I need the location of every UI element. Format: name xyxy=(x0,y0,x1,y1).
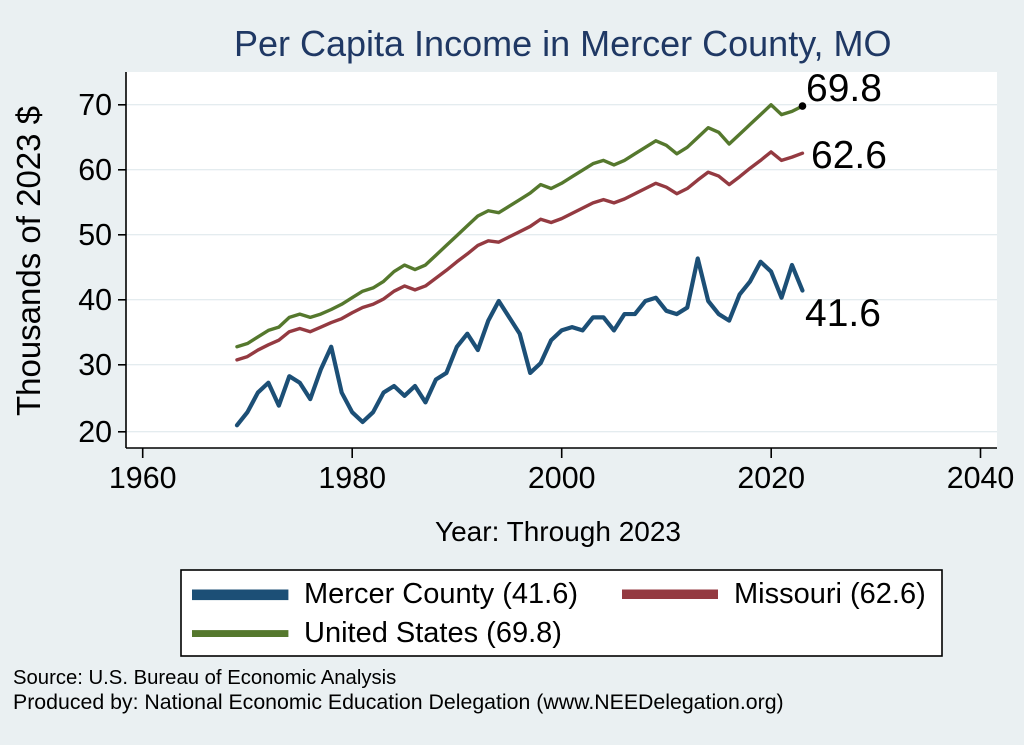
svg-text:Mercer County (41.6): Mercer County (41.6) xyxy=(304,578,578,610)
svg-text:20: 20 xyxy=(78,415,112,449)
svg-text:2000: 2000 xyxy=(528,461,596,495)
svg-text:1960: 1960 xyxy=(109,461,177,495)
svg-text:Year: Through 2023: Year: Through 2023 xyxy=(435,516,681,547)
svg-text:1980: 1980 xyxy=(318,461,386,495)
svg-text:60: 60 xyxy=(78,153,112,187)
svg-text:Missouri (62.6): Missouri (62.6) xyxy=(734,578,926,610)
svg-text:Per Capita Income in Mercer Co: Per Capita Income in Mercer County, MO xyxy=(234,23,892,64)
svg-text:70: 70 xyxy=(78,88,112,122)
svg-text:69.8: 69.8 xyxy=(806,67,882,110)
svg-text:40: 40 xyxy=(78,283,112,317)
svg-text:62.6: 62.6 xyxy=(811,134,887,177)
svg-text:41.6: 41.6 xyxy=(805,292,881,335)
svg-text:Thousands of 2023 $: Thousands of 2023 $ xyxy=(10,106,47,416)
svg-text:Produced by: National Economic: Produced by: National Economic Education… xyxy=(13,690,784,714)
svg-text:50: 50 xyxy=(78,218,112,252)
svg-text:2020: 2020 xyxy=(737,461,805,495)
svg-text:2040: 2040 xyxy=(947,461,1015,495)
svg-text:United States (69.8): United States (69.8) xyxy=(304,617,562,649)
svg-text:30: 30 xyxy=(78,348,112,382)
svg-text:Source: U.S. Bureau of Economi: Source: U.S. Bureau of Economic Analysis xyxy=(13,667,396,689)
